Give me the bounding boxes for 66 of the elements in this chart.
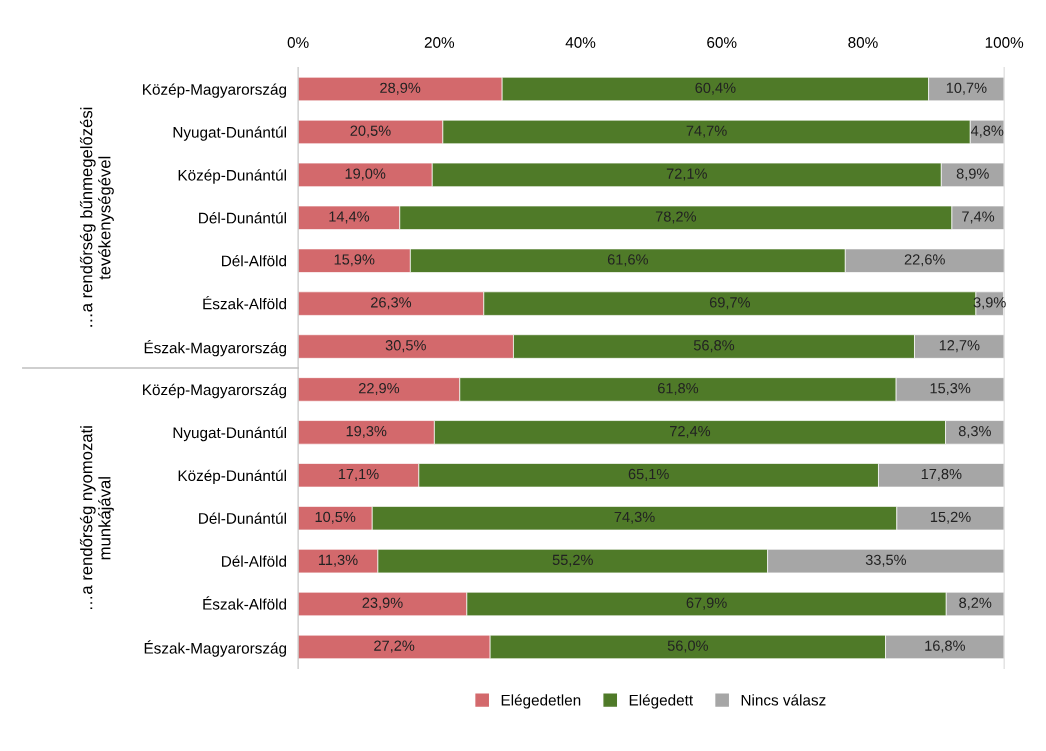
data-label: 61,6% <box>607 254 648 267</box>
data-label: 56,8% <box>693 340 735 353</box>
y-tick-label: Dél-Dunántúl <box>199 512 286 524</box>
data-label: 65,1% <box>628 468 669 481</box>
data-label: 22,6% <box>904 254 945 267</box>
data-label: 15,9% <box>334 254 375 267</box>
data-label: 11,3% <box>318 554 358 567</box>
x-tick-label: 60% <box>707 37 737 48</box>
data-label: 15,2% <box>930 511 971 524</box>
y-tick-label: Közép-Dunántúl <box>178 169 286 184</box>
data-label: 16,8% <box>925 640 966 653</box>
data-label: 10,7% <box>946 82 987 95</box>
y-tick-label: Nyugat-Dunántúl <box>173 426 286 442</box>
data-label: 8,3% <box>958 425 991 438</box>
data-label: 23,9% <box>362 597 403 610</box>
data-label: 72,4% <box>670 425 711 438</box>
data-label: 69,7% <box>709 297 751 310</box>
data-label: 72,1% <box>666 168 707 181</box>
data-label: 12,7% <box>939 340 980 353</box>
data-label: 30,5% <box>385 340 426 353</box>
x-tick-label: 100% <box>985 37 1024 48</box>
data-label: 74,3% <box>614 511 655 524</box>
data-label: 20,5% <box>350 125 391 138</box>
y-tick-label: Dél-Alföld <box>222 555 287 567</box>
x-tick-label: 0% <box>287 37 309 48</box>
data-label: 26,3% <box>371 297 412 310</box>
x-tick-label: 20% <box>424 37 455 48</box>
legend-label: Elégedett <box>629 694 693 709</box>
data-label: 22,9% <box>359 383 400 396</box>
data-label: 14,4% <box>329 211 370 224</box>
y-tick-label: Közép-Dunántúl <box>178 469 286 485</box>
y-tick-label: Észak-Magyarország <box>144 640 287 657</box>
y-tick-label: Észak-Magyarország <box>144 339 287 357</box>
y-tick-label: Közép-Magyarország <box>143 383 287 399</box>
y-tick-label: Dél-Alföld <box>222 254 287 267</box>
data-label: 61,8% <box>658 383 699 396</box>
y-tick-label: Dél-Dunántúl <box>199 212 286 224</box>
data-label: 8,2% <box>959 597 992 610</box>
y-tick-label: Észak-Alföld <box>203 295 287 310</box>
data-label: 8,9% <box>956 168 989 181</box>
data-label: 4,8% <box>970 125 1004 138</box>
data-label: 60,4% <box>695 82 736 95</box>
data-label: 78,2% <box>655 211 696 224</box>
x-tick-label: 80% <box>848 37 878 48</box>
data-label: 17,1% <box>338 468 379 481</box>
data-label: 28,9% <box>380 82 421 95</box>
y-tick-label: Közép-Magyarország <box>143 83 287 98</box>
x-tick-label: 40% <box>565 37 596 48</box>
data-label: 10,5% <box>315 511 356 524</box>
data-label: 7,4% <box>962 211 995 224</box>
y-tick-label: Észak-Alföld <box>203 596 287 610</box>
data-label: 33,5% <box>865 554 907 567</box>
data-label: 74,7% <box>686 125 727 138</box>
data-label: 27,2% <box>374 640 415 653</box>
data-label: 67,9% <box>686 597 727 610</box>
data-label: 15,3% <box>930 383 971 396</box>
data-label: 19,0% <box>345 168 386 181</box>
data-label: 19,3% <box>346 425 387 438</box>
legend-label: Nincs válasz <box>741 694 826 706</box>
legend-label: Elégedetlen <box>501 694 581 709</box>
data-label: 55,2% <box>552 554 593 567</box>
text: …a rendőrség nyomozati munkájával <box>79 426 114 610</box>
data-label: 17,8% <box>921 468 962 481</box>
y-tick-label: Nyugat-Dunántúl <box>173 126 286 141</box>
text: …a rendőrség bűnmegelőzési tevékenységével <box>79 107 114 327</box>
data-label: 56,0% <box>667 640 709 653</box>
